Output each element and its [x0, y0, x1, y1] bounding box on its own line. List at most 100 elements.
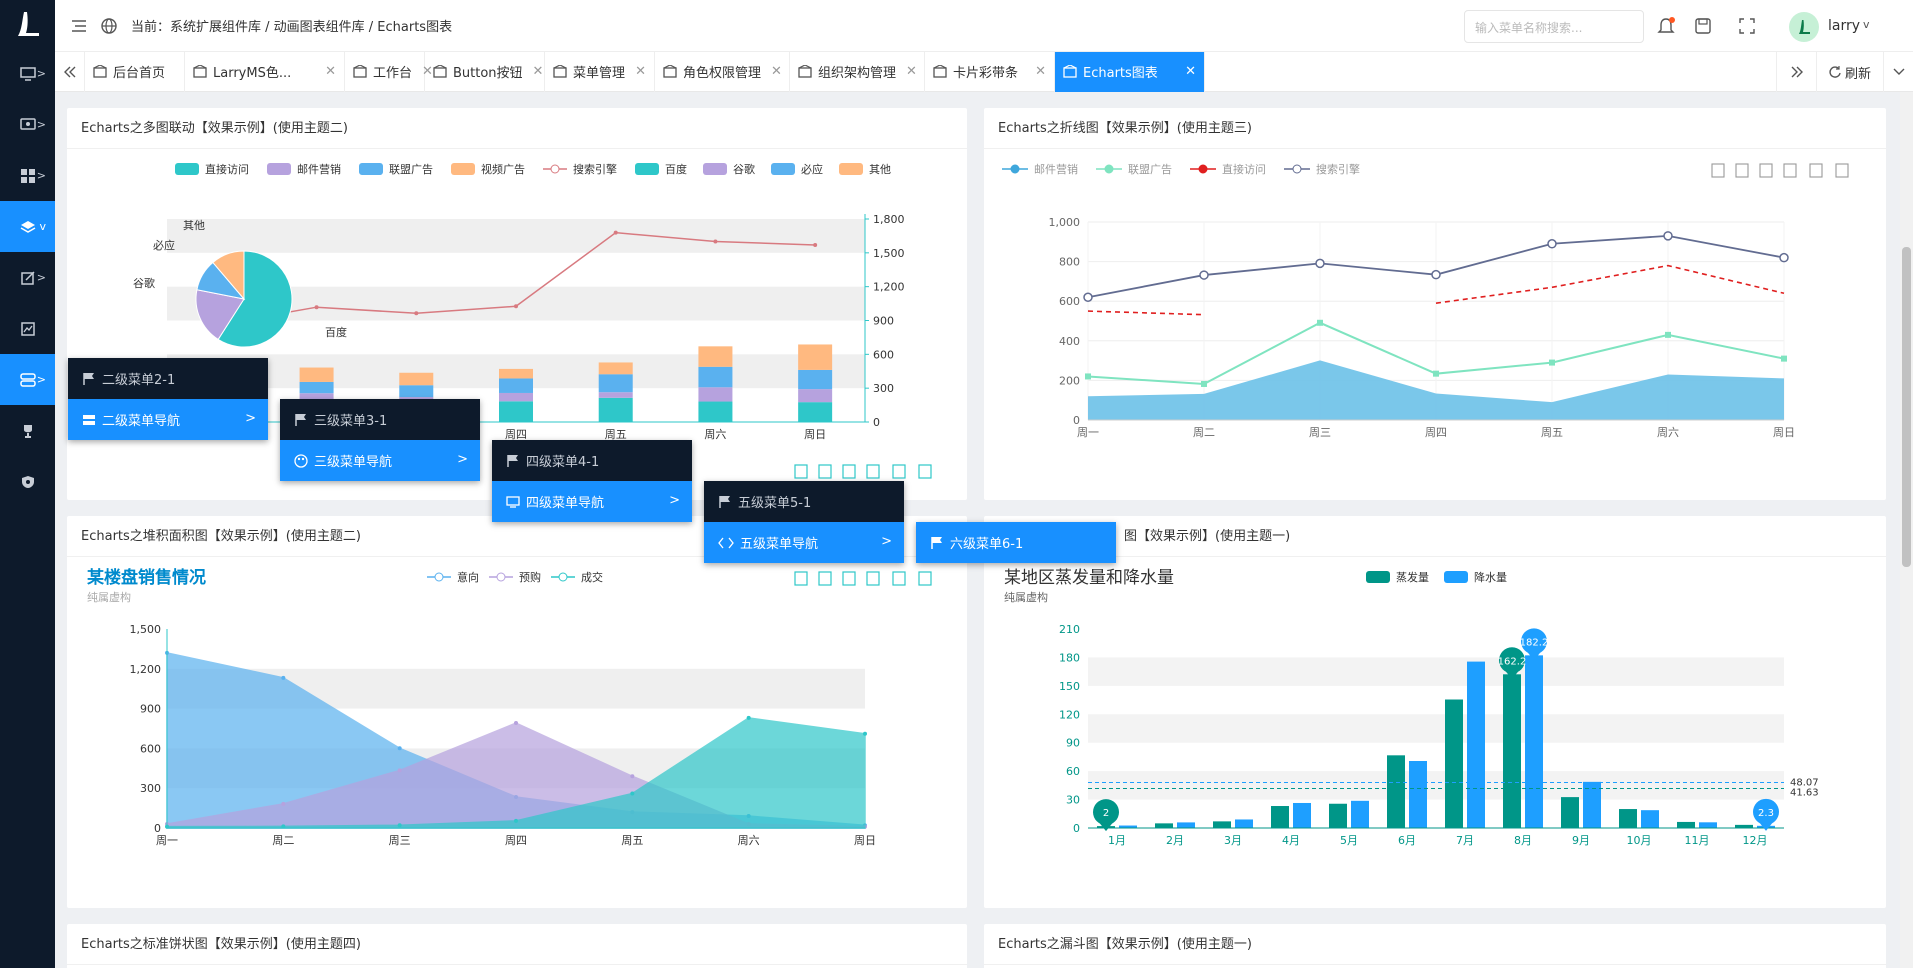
menu-item-label: 三级菜单导航 [314, 455, 393, 470]
mark-point [1098, 821, 1114, 832]
menu-item-nav-4[interactable]: 四级菜单导航 > [492, 481, 692, 522]
y-tick-label: 1,000 [1049, 216, 1081, 229]
sidebar-item-shield[interactable] [0, 456, 55, 507]
sidebar-item-chart[interactable] [0, 303, 55, 354]
menu-item-6-1[interactable]: 六级菜单6-1 [916, 522, 1116, 563]
tab-label: 角色权限管理 [683, 66, 762, 81]
close-icon[interactable]: ✕ [1035, 64, 1046, 79]
close-icon[interactable]: ✕ [771, 64, 782, 79]
toolbox-icon [842, 571, 856, 586]
bell-icon[interactable] [1656, 16, 1676, 36]
tab-chart[interactable]: Echarts图表 ✕ [1055, 51, 1205, 92]
tab-home[interactable]: 后台首页 [85, 51, 185, 92]
bar-蒸发量 [1503, 674, 1521, 828]
code-icon [718, 537, 734, 549]
grid-band [1088, 657, 1784, 686]
sidebar-item-server[interactable]: > [0, 354, 55, 405]
tab-pointer[interactable]: Button按钮 ✕ [425, 51, 545, 92]
menu-item-label: 三级菜单3-1 [314, 414, 388, 429]
chevron-right-icon: > [36, 373, 46, 386]
menu-item-3-1[interactable]: 三级菜单3-1 [280, 399, 480, 440]
globe-icon[interactable] [99, 16, 119, 36]
tab-palette[interactable]: LarryMS色... ✕ [185, 51, 345, 92]
sidebar-item-grid[interactable]: > [0, 150, 55, 201]
legend-label: 搜索引擎 [573, 162, 617, 176]
logo[interactable] [0, 0, 55, 48]
menu-item-nav-3[interactable]: 三级菜单导航 > [280, 440, 480, 481]
menu-item-label: 二级菜单导航 [102, 414, 181, 429]
toolbox-icon [1735, 163, 1749, 178]
chart-line-icon [20, 321, 35, 336]
toolbox-icon [1783, 163, 1797, 178]
grid-icon [20, 168, 35, 183]
chevron-down-icon[interactable]: v [1863, 18, 1870, 31]
close-icon[interactable]: ✕ [422, 64, 433, 79]
menu-search-input[interactable]: 输入菜单名称搜索... [1464, 10, 1644, 43]
mark-point [1093, 799, 1119, 826]
chevron-right-icon: > [36, 169, 46, 182]
card-title: Echarts之漏斗图【效果示例】(使用主题一) [984, 924, 1886, 965]
menu-item-label: 五级菜单导航 [740, 537, 819, 552]
menu-item-4-1[interactable]: 四级菜单4-1 [492, 440, 692, 481]
chevron-right-icon: > [36, 67, 46, 80]
tab-label: Echarts图表 [1083, 66, 1158, 81]
area-series-成交 [166, 717, 866, 829]
chevron-down-icon: v [39, 220, 46, 233]
menu-item-5-1[interactable]: 五级菜单5-1 [704, 481, 904, 522]
area-point [397, 823, 402, 828]
close-icon[interactable]: ✕ [1185, 64, 1196, 79]
sidebar-item-monitor[interactable]: > [0, 48, 55, 99]
legend-marker [1198, 164, 1208, 174]
tab-star[interactable]: 卡片彩带条 ✕ [925, 51, 1055, 92]
y-tick-label: 0 [154, 822, 161, 835]
tabs-more-dropdown[interactable] [1883, 52, 1913, 92]
bar-降水量 [1351, 800, 1369, 828]
monitor-icon [506, 495, 520, 508]
fullscreen-icon[interactable] [1737, 16, 1757, 36]
sidebar-item-layers[interactable]: v [0, 201, 55, 252]
scrollbar-thumb[interactable] [1902, 247, 1911, 567]
menu-item-nav-2[interactable]: 二级菜单导航 > [68, 399, 268, 440]
bar-降水量 [1525, 655, 1543, 828]
page-scrollbar[interactable] [1900, 92, 1913, 968]
y-tick-label: 1,200 [873, 281, 905, 294]
refresh-button[interactable]: 刷新 [1816, 52, 1883, 92]
submenu-level4: 四级菜单4-1 四级菜单导航 > [492, 440, 692, 522]
chevron-right-icon: > [36, 271, 46, 284]
toolbox-icon [866, 464, 880, 479]
tabs-scroll-right-icon[interactable] [1776, 52, 1816, 92]
avatar[interactable] [1789, 12, 1819, 42]
x-tick-label: 周四 [505, 834, 527, 847]
bar-联盟广告 [499, 378, 533, 393]
mark-point-label: 182.2 [1520, 637, 1549, 648]
tabs-scroll-left-icon[interactable] [55, 51, 85, 92]
close-icon[interactable]: ✕ [325, 64, 336, 79]
mark-point [1758, 820, 1774, 831]
tab-label: Button按钮 [453, 66, 523, 81]
close-icon[interactable]: ✕ [635, 64, 646, 79]
line-point [1665, 331, 1671, 338]
sidebar-item-edit[interactable]: > [0, 252, 55, 303]
tab-badge[interactable]: 角色权限管理 ✕ [655, 51, 790, 92]
pointer-icon [433, 64, 447, 79]
bar-联盟广告 [698, 366, 733, 388]
menu-item-2-1[interactable]: 二级菜单2-1 [68, 358, 268, 399]
pie-label: 其他 [183, 219, 205, 232]
star-icon [933, 64, 947, 79]
username[interactable]: larry [1828, 18, 1861, 34]
close-icon[interactable]: ✕ [906, 64, 917, 79]
menu-toggle-icon[interactable] [69, 16, 89, 36]
tab-org[interactable]: 组织架构管理 ✕ [790, 51, 925, 92]
sidebar-item-display[interactable]: > [0, 99, 55, 150]
x-tick-label: 4月 [1282, 834, 1300, 847]
sidebar-item-trophy[interactable] [0, 405, 55, 456]
tab-monitor[interactable]: 工作台 ✕ [345, 51, 433, 92]
legend-marker [558, 572, 568, 582]
close-icon[interactable]: ✕ [532, 64, 544, 79]
save-icon[interactable] [1693, 16, 1713, 36]
tab-label: 组织架构管理 [818, 66, 897, 81]
flag-icon [930, 536, 944, 550]
submenu-level6: 六级菜单6-1 [916, 522, 1116, 563]
menu-item-nav-5[interactable]: 五级菜单导航 > [704, 522, 904, 563]
tab-grid[interactable]: 菜单管理 ✕ [545, 51, 655, 92]
